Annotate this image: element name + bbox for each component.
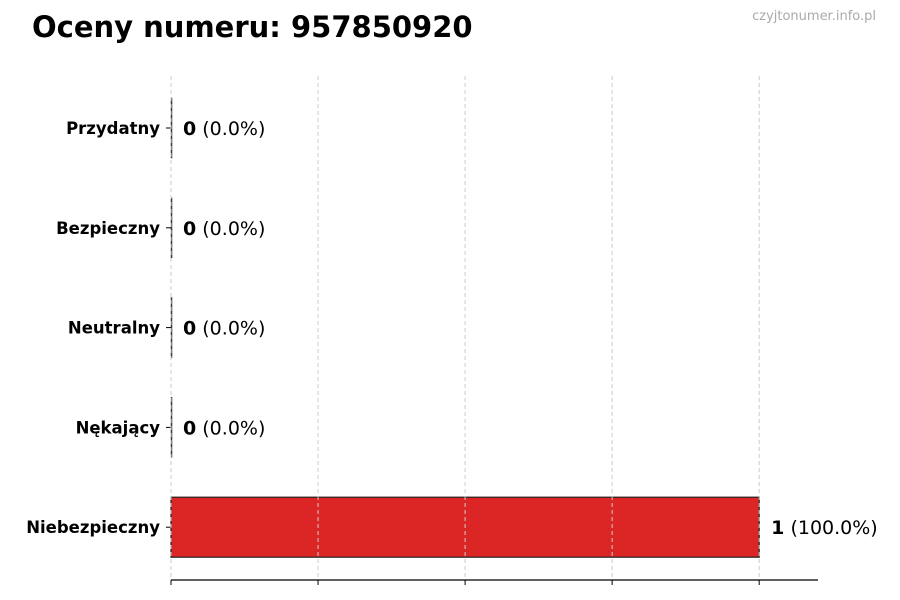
- data-label: 0 (0.0%): [183, 218, 265, 240]
- data-label-percent: (0.0%): [196, 318, 265, 340]
- data-label: 0 (0.0%): [183, 118, 265, 140]
- data-label: 0 (0.0%): [183, 318, 265, 340]
- data-label-count: 0: [183, 417, 196, 439]
- bar: [170, 197, 173, 259]
- data-label-percent: (0.0%): [196, 417, 265, 439]
- watermark: czyjtonumer.info.pl: [752, 9, 876, 24]
- data-label-percent: (0.0%): [196, 218, 265, 240]
- data-label-count: 0: [183, 218, 196, 240]
- bar: [170, 297, 173, 358]
- y-tick-label: Bezpieczny: [56, 219, 160, 238]
- y-tick-label: Niebezpieczny: [26, 518, 160, 537]
- data-label: 0 (0.0%): [183, 417, 265, 439]
- y-tick-label: Neutralny: [68, 319, 160, 338]
- y-tick-label: Nękający: [76, 418, 161, 437]
- data-label-percent: (0.0%): [196, 118, 265, 140]
- data-label-count: 0: [183, 318, 196, 340]
- data-label: 1 (100.0%): [771, 517, 878, 539]
- data-label-count: 0: [183, 118, 196, 140]
- y-tick-label: Przydatny: [66, 119, 160, 138]
- chart-title: Oceny numeru: 957850920: [32, 10, 473, 44]
- data-label-percent: (100.0%): [784, 517, 877, 539]
- data-label-count: 1: [771, 517, 784, 539]
